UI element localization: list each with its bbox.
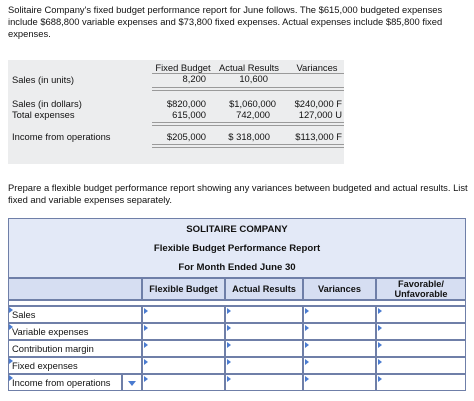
sales-dollars-actual: $1,060,000 — [229, 98, 276, 109]
income-row-dropdown[interactable] — [122, 374, 142, 391]
company-name: SOLITAIRE COMPANY — [186, 224, 288, 235]
sales-units-actual: 10,600 — [239, 73, 268, 84]
fixed-budget-header: Fixed Budget — [155, 62, 211, 73]
income-variance-input[interactable] — [303, 374, 376, 391]
sales-dollars-variance: $240,000 F — [294, 98, 342, 109]
income-operations-actual: $ 318,000 — [228, 131, 270, 142]
report-title: Flexible Budget Performance Report — [153, 243, 321, 254]
fixed-expenses-actual-input[interactable] — [225, 357, 303, 374]
problem-intro: Solitaire Company's fixed budget perform… — [8, 4, 443, 39]
contribution-margin-flexible-input[interactable] — [142, 340, 225, 357]
fixed-expenses-flexible-input[interactable] — [142, 357, 225, 374]
variances-header: Variances — [296, 62, 338, 73]
row-label-fixed-expenses-text: Fixed expenses — [12, 360, 78, 371]
row-label-variable-expenses[interactable]: Variable expenses — [8, 323, 142, 340]
variances-column-header: Variances — [303, 278, 376, 300]
actual-results-column-header: Actual Results — [225, 278, 303, 300]
contribution-margin-variance-input[interactable] — [303, 340, 376, 357]
row-label-income-operations: Income from operations — [12, 131, 111, 142]
row-label-income-from-operations[interactable]: Income from operations — [8, 374, 122, 391]
report-period: For Month Ended June 30 — [178, 262, 296, 273]
variable-expenses-flexible-input[interactable] — [142, 323, 225, 340]
sales-units-fixed: 8,200 — [182, 73, 206, 84]
row-label-variable-expenses-text: Variable expenses — [12, 326, 89, 337]
spacer-row — [8, 300, 466, 306]
income-actual-input[interactable] — [225, 374, 303, 391]
problem-prompt: Prepare a flexible budget performance re… — [8, 182, 468, 205]
flexible-budget-column-header: Flexible Budget — [142, 278, 225, 300]
row-label-income-from-operations-text: Income from operations — [12, 377, 111, 388]
fixed-expenses-fu-select[interactable] — [376, 357, 466, 374]
row-label-fixed-expenses[interactable]: Fixed expenses — [8, 357, 142, 374]
row-label-sales[interactable]: Sales — [8, 306, 142, 323]
sales-flexible-input[interactable] — [142, 306, 225, 323]
variable-expenses-actual-input[interactable] — [225, 323, 303, 340]
total-expenses-fixed: 615,000 — [172, 109, 206, 120]
label-column-header — [8, 278, 142, 300]
row-label-sales-dollars: Sales (in dollars) — [12, 98, 82, 109]
variable-expenses-fu-select[interactable] — [376, 323, 466, 340]
fixed-expenses-variance-input[interactable] — [303, 357, 376, 374]
actual-results-header: Actual Results — [219, 62, 279, 73]
sales-variance-input[interactable] — [303, 306, 376, 323]
sales-dollars-fixed: $820,000 — [166, 98, 206, 109]
contribution-margin-actual-input[interactable] — [225, 340, 303, 357]
row-label-sales-text: Sales — [12, 309, 36, 320]
total-expenses-actual: 742,000 — [236, 109, 270, 120]
fixed-budget-report: Fixed Budget Actual Results Variances Sa… — [8, 60, 344, 164]
income-fu-select[interactable] — [376, 374, 466, 391]
total-expenses-variance: 127,000 U — [298, 109, 342, 120]
variable-expenses-variance-input[interactable] — [303, 323, 376, 340]
income-flexible-input[interactable] — [142, 374, 225, 391]
flexible-budget-table: SOLITAIRE COMPANY Flexible Budget Perfor… — [8, 218, 466, 391]
income-operations-variance: $113,000 F — [295, 131, 342, 142]
row-label-sales-units: Sales (in units) — [12, 74, 75, 85]
favorable-unfavorable-column-header: Favorable/ Unfavorable — [376, 278, 466, 300]
sales-fu-select[interactable] — [376, 306, 466, 323]
sales-actual-input[interactable] — [225, 306, 303, 323]
contribution-margin-fu-select[interactable] — [376, 340, 466, 357]
row-label-contribution-margin: Contribution margin — [8, 340, 142, 357]
row-label-total-expenses: Total expenses — [12, 109, 75, 120]
chevron-down-icon — [128, 381, 136, 386]
report-header: SOLITAIRE COMPANY Flexible Budget Perfor… — [8, 218, 466, 278]
income-operations-fixed: $205,000 — [166, 131, 206, 142]
